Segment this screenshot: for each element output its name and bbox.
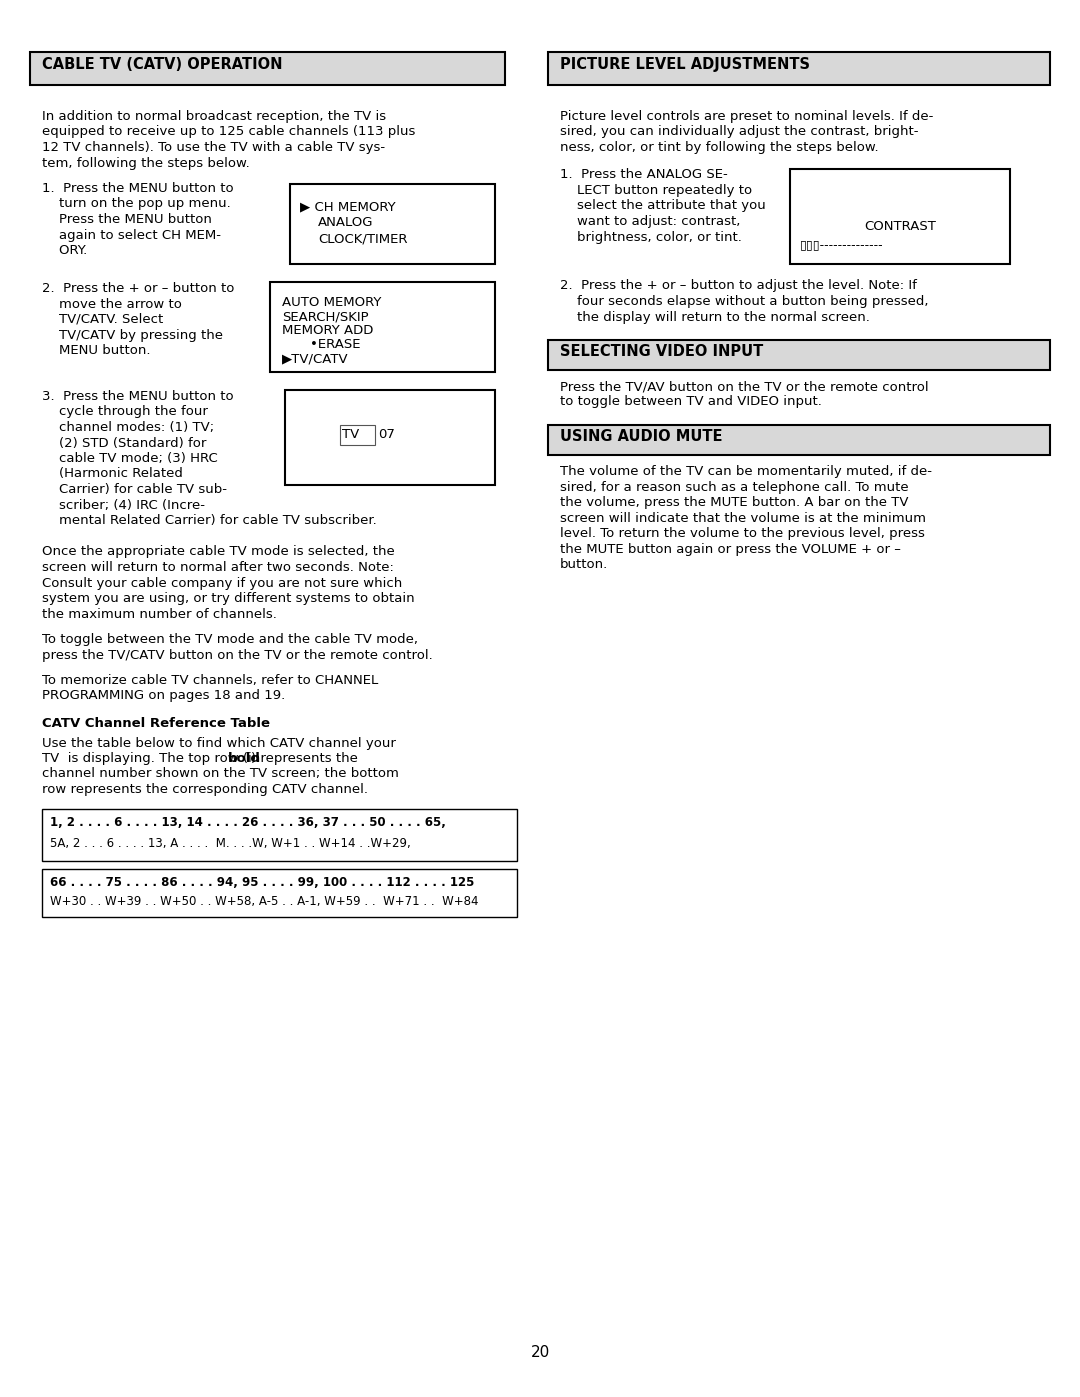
Text: press the TV/CATV button on the TV or the remote control.: press the TV/CATV button on the TV or th… bbox=[42, 648, 433, 662]
Text: Carrier) for cable TV sub-: Carrier) for cable TV sub- bbox=[42, 483, 227, 496]
Text: 2.  Press the + or – button to: 2. Press the + or – button to bbox=[42, 282, 234, 295]
Text: (2) STD (Standard) for: (2) STD (Standard) for bbox=[42, 436, 206, 450]
Text: brightness, color, or tint.: brightness, color, or tint. bbox=[561, 231, 742, 243]
Bar bbox=[285, 390, 495, 485]
Text: the maximum number of channels.: the maximum number of channels. bbox=[42, 608, 276, 620]
Text: bold: bold bbox=[228, 752, 260, 766]
Text: CABLE TV (CATV) OPERATION: CABLE TV (CATV) OPERATION bbox=[42, 57, 283, 73]
Text: USING AUDIO MUTE: USING AUDIO MUTE bbox=[561, 429, 723, 444]
Text: 66 . . . . 75 . . . . 86 . . . . 94, 95 . . . . 99, 100 . . . . 112 . . . . 125: 66 . . . . 75 . . . . 86 . . . . 94, 95 … bbox=[50, 876, 474, 890]
Bar bbox=[340, 425, 375, 446]
Text: the volume, press the MUTE button. A bar on the TV: the volume, press the MUTE button. A bar… bbox=[561, 496, 908, 509]
Bar bbox=[42, 869, 517, 916]
Text: ORY.: ORY. bbox=[42, 244, 87, 257]
Text: 3.  Press the MENU button to: 3. Press the MENU button to bbox=[42, 390, 233, 402]
Text: CONTRAST: CONTRAST bbox=[864, 221, 936, 233]
Text: MEMORY ADD: MEMORY ADD bbox=[282, 324, 374, 337]
Text: Consult your cable company if you are not sure which: Consult your cable company if you are no… bbox=[42, 577, 402, 590]
Text: SEARCH/SKIP: SEARCH/SKIP bbox=[282, 310, 368, 323]
Text: sired, for a reason such as a telephone call. To mute: sired, for a reason such as a telephone … bbox=[561, 481, 908, 493]
Text: mental Related Carrier) for cable TV subscriber.: mental Related Carrier) for cable TV sub… bbox=[42, 514, 377, 527]
Bar bbox=[42, 809, 517, 861]
Text: screen will indicate that the volume is at the minimum: screen will indicate that the volume is … bbox=[561, 511, 926, 524]
Bar bbox=[548, 425, 1050, 455]
Text: Use the table below to find which CATV channel your: Use the table below to find which CATV c… bbox=[42, 736, 396, 750]
Text: ness, color, or tint by following the steps below.: ness, color, or tint by following the st… bbox=[561, 141, 879, 154]
Text: row represents the corresponding CATV channel.: row represents the corresponding CATV ch… bbox=[42, 782, 368, 796]
Text: screen will return to normal after two seconds. Note:: screen will return to normal after two s… bbox=[42, 562, 394, 574]
Text: ▶ CH MEMORY: ▶ CH MEMORY bbox=[300, 200, 395, 212]
Text: sired, you can individually adjust the contrast, bright-: sired, you can individually adjust the c… bbox=[561, 126, 918, 138]
Bar bbox=[270, 282, 495, 372]
Text: channel modes: (1) TV;: channel modes: (1) TV; bbox=[42, 420, 214, 434]
Text: 12 TV channels). To use the TV with a cable TV sys-: 12 TV channels). To use the TV with a ca… bbox=[42, 141, 386, 154]
Text: To memorize cable TV channels, refer to CHANNEL: To memorize cable TV channels, refer to … bbox=[42, 673, 378, 687]
Text: move the arrow to: move the arrow to bbox=[42, 298, 181, 310]
Text: (Harmonic Related: (Harmonic Related bbox=[42, 468, 183, 481]
Text: PICTURE LEVEL ADJUSTMENTS: PICTURE LEVEL ADJUSTMENTS bbox=[561, 57, 810, 73]
Text: TV/CATV by pressing the: TV/CATV by pressing the bbox=[42, 328, 222, 341]
Text: TV  is displaying. The top row (in: TV is displaying. The top row (in bbox=[42, 752, 265, 766]
Text: SELECTING VIDEO INPUT: SELECTING VIDEO INPUT bbox=[561, 344, 764, 359]
Text: 5A, 2 . . . 6 . . . . 13, A . . . .  M. . . .W, W+1 . . W+14 . .W+29,: 5A, 2 . . . 6 . . . . 13, A . . . . M. .… bbox=[50, 837, 410, 849]
Text: turn on the pop up menu.: turn on the pop up menu. bbox=[42, 197, 231, 211]
Text: 07: 07 bbox=[378, 427, 395, 441]
Bar bbox=[789, 169, 1010, 264]
Text: ) represents the: ) represents the bbox=[251, 752, 357, 766]
Text: In addition to normal broadcast reception, the TV is: In addition to normal broadcast receptio… bbox=[42, 110, 387, 123]
Text: W+30 . . W+39 . . W+50 . . W+58, A-5 . . A-1, W+59 . .  W+71 . .  W+84: W+30 . . W+39 . . W+50 . . W+58, A-5 . .… bbox=[50, 894, 478, 908]
Text: TV: TV bbox=[342, 427, 360, 441]
Bar bbox=[30, 52, 505, 85]
Text: MENU button.: MENU button. bbox=[42, 344, 150, 358]
Text: Press the TV/AV button on the TV or the remote control: Press the TV/AV button on the TV or the … bbox=[561, 380, 929, 393]
Text: tem, following the steps below.: tem, following the steps below. bbox=[42, 156, 249, 169]
Text: LECT button repeatedly to: LECT button repeatedly to bbox=[561, 184, 752, 197]
Bar bbox=[291, 184, 495, 264]
Text: cable TV mode; (3) HRC: cable TV mode; (3) HRC bbox=[42, 453, 218, 465]
Text: TV/CATV. Select: TV/CATV. Select bbox=[42, 313, 163, 326]
Text: Picture level controls are preset to nominal levels. If de-: Picture level controls are preset to nom… bbox=[561, 110, 933, 123]
Text: the display will return to the normal screen.: the display will return to the normal sc… bbox=[561, 310, 869, 324]
Text: four seconds elapse without a button being pressed,: four seconds elapse without a button bei… bbox=[561, 295, 929, 307]
Text: Once the appropriate cable TV mode is selected, the: Once the appropriate cable TV mode is se… bbox=[42, 545, 395, 559]
Text: •ERASE: •ERASE bbox=[310, 338, 361, 351]
Text: 1.  Press the ANALOG SE-: 1. Press the ANALOG SE- bbox=[561, 169, 728, 182]
Text: CLOCK/TIMER: CLOCK/TIMER bbox=[318, 232, 407, 244]
Text: Press the MENU button: Press the MENU button bbox=[42, 212, 212, 226]
Bar bbox=[548, 339, 1050, 370]
Text: ANALOG: ANALOG bbox=[318, 217, 374, 229]
Text: CATV Channel Reference Table: CATV Channel Reference Table bbox=[42, 717, 270, 731]
Text: 2.  Press the + or – button to adjust the level. Note: If: 2. Press the + or – button to adjust the… bbox=[561, 279, 917, 292]
Text: equipped to receive up to 125 cable channels (113 plus: equipped to receive up to 125 cable chan… bbox=[42, 126, 416, 138]
Text: AUTO MEMORY: AUTO MEMORY bbox=[282, 296, 381, 309]
Text: button.: button. bbox=[561, 557, 608, 571]
Text: 1, 2 . . . . 6 . . . . 13, 14 . . . . 26 . . . . 36, 37 . . . 50 . . . . 65,: 1, 2 . . . . 6 . . . . 13, 14 . . . . 26… bbox=[50, 816, 446, 830]
Text: level. To return the volume to the previous level, press: level. To return the volume to the previ… bbox=[561, 527, 924, 541]
Text: The volume of the TV can be momentarily muted, if de-: The volume of the TV can be momentarily … bbox=[561, 465, 932, 478]
Text: PROGRAMMING on pages 18 and 19.: PROGRAMMING on pages 18 and 19. bbox=[42, 690, 285, 703]
Text: want to adjust: contrast,: want to adjust: contrast, bbox=[561, 215, 741, 228]
Text: ▯▯▯--------------: ▯▯▯-------------- bbox=[800, 239, 883, 251]
Text: 1.  Press the MENU button to: 1. Press the MENU button to bbox=[42, 182, 233, 196]
Text: ▶TV/CATV: ▶TV/CATV bbox=[282, 352, 349, 365]
Text: cycle through the four: cycle through the four bbox=[42, 405, 207, 419]
Bar bbox=[548, 52, 1050, 85]
Text: the MUTE button again or press the VOLUME + or –: the MUTE button again or press the VOLUM… bbox=[561, 542, 901, 556]
Text: again to select CH MEM-: again to select CH MEM- bbox=[42, 229, 221, 242]
Text: select the attribute that you: select the attribute that you bbox=[561, 200, 766, 212]
Text: to toggle between TV and VIDEO input.: to toggle between TV and VIDEO input. bbox=[561, 395, 822, 408]
Text: To toggle between the TV mode and the cable TV mode,: To toggle between the TV mode and the ca… bbox=[42, 633, 418, 645]
Text: scriber; (4) IRC (Incre-: scriber; (4) IRC (Incre- bbox=[42, 499, 205, 511]
Text: channel number shown on the TV screen; the bottom: channel number shown on the TV screen; t… bbox=[42, 767, 399, 781]
Text: 20: 20 bbox=[530, 1345, 550, 1361]
Text: system you are using, or try different systems to obtain: system you are using, or try different s… bbox=[42, 592, 415, 605]
